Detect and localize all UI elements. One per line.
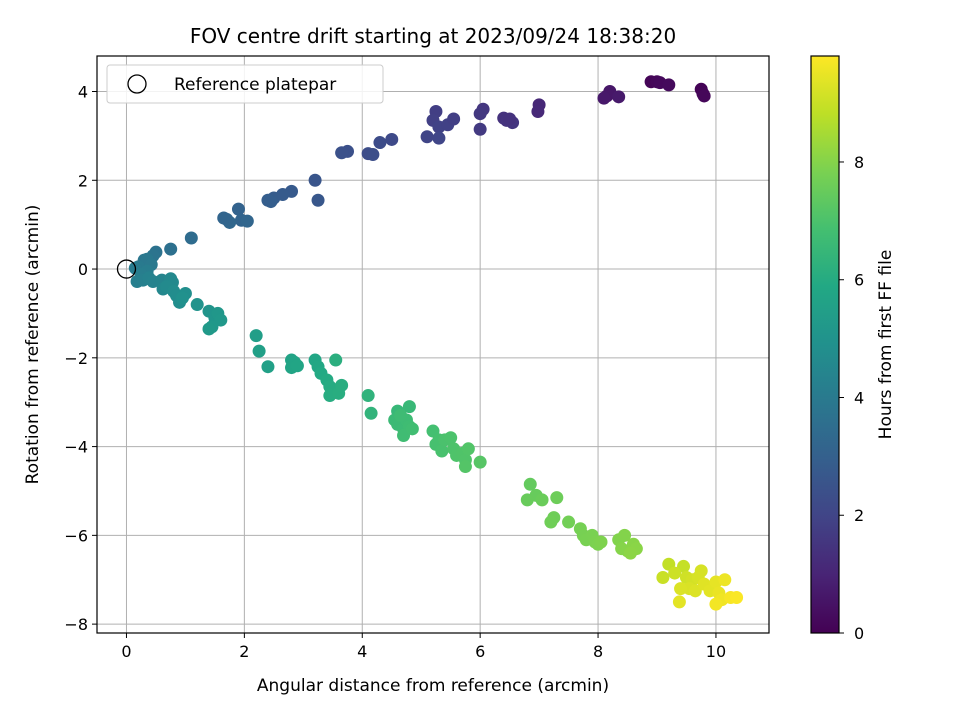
x-axis-label: Angular distance from reference (arcmin) <box>257 676 609 696</box>
y-tick-label: −4 <box>64 438 88 457</box>
data-point <box>420 130 434 144</box>
data-point <box>261 360 275 374</box>
data-point <box>366 148 380 162</box>
data-point <box>308 173 322 187</box>
y-tick-label: −8 <box>64 615 88 634</box>
data-point <box>730 590 744 604</box>
data-point <box>677 559 691 573</box>
data-point <box>672 595 686 609</box>
data-point <box>447 112 461 126</box>
data-point <box>550 491 564 505</box>
data-point <box>718 573 732 587</box>
data-point <box>231 202 245 216</box>
data-point <box>535 493 549 507</box>
data-point <box>623 546 637 560</box>
colorbar-tick-label: 8 <box>854 153 864 172</box>
data-point <box>544 515 558 529</box>
data-point <box>697 89 711 103</box>
colorbar-ticks: 0 2 4 6 8 <box>839 153 864 643</box>
data-point <box>656 571 670 585</box>
data-point <box>503 112 517 126</box>
data-point <box>329 353 343 367</box>
x-tick-label: 8 <box>593 642 603 661</box>
data-point <box>385 132 399 146</box>
data-point <box>394 409 408 423</box>
data-point <box>562 515 576 529</box>
data-point <box>335 378 349 392</box>
data-point <box>688 584 702 598</box>
x-tick-label: 6 <box>475 642 485 661</box>
data-point <box>202 322 216 336</box>
data-point <box>473 122 487 136</box>
legend-box <box>106 64 384 104</box>
colorbar-tick-label: 0 <box>854 624 864 643</box>
data-point <box>444 431 458 445</box>
data-point <box>164 242 178 256</box>
data-point <box>435 444 449 458</box>
data-point <box>290 359 304 373</box>
data-point <box>432 131 446 145</box>
data-point <box>335 146 349 160</box>
data-point <box>184 231 198 245</box>
data-point <box>364 406 378 420</box>
colorbar-tick-label: 6 <box>854 271 864 290</box>
data-point <box>674 582 688 596</box>
data-point <box>311 193 325 207</box>
data-point <box>531 104 545 118</box>
data-point <box>520 493 534 507</box>
y-tick-label: 2 <box>78 171 88 190</box>
colorbar-tick-label: 4 <box>854 388 864 407</box>
data-point <box>597 91 611 105</box>
data-point <box>458 460 472 474</box>
x-tick-label: 0 <box>121 642 131 661</box>
colorbar <box>810 55 840 634</box>
data-point <box>405 422 419 436</box>
data-point <box>261 193 275 207</box>
colorbar-tick-label: 2 <box>854 506 864 525</box>
scatter-points <box>128 75 744 611</box>
data-point <box>402 400 416 414</box>
data-point <box>612 90 626 104</box>
data-point <box>668 566 682 580</box>
axes-frame <box>96 55 770 634</box>
y-tick-label: −6 <box>64 526 88 545</box>
x-axis-ticks: 0 2 4 6 8 10 <box>121 633 726 661</box>
x-tick-label: 4 <box>357 642 367 661</box>
data-point <box>594 535 608 549</box>
data-point <box>373 136 387 150</box>
legend: Reference platepar <box>106 64 384 104</box>
colorbar-label: Hours from first FF file <box>876 250 896 440</box>
x-tick-label: 2 <box>239 642 249 661</box>
data-point <box>190 298 204 312</box>
data-point <box>473 455 487 469</box>
y-tick-label: 0 <box>78 260 88 279</box>
y-tick-label: 4 <box>78 83 88 102</box>
legend-entry-label: Reference platepar <box>174 75 336 95</box>
data-point <box>473 107 487 121</box>
data-point <box>523 477 537 491</box>
x-tick-label: 10 <box>706 642 726 661</box>
data-point <box>397 428 411 442</box>
data-point <box>175 291 189 305</box>
y-axis-ticks: −8 −6 −4 −2 0 2 4 <box>64 83 97 634</box>
data-point <box>249 329 263 343</box>
data-point <box>240 214 254 228</box>
legend-reference-marker <box>127 74 147 94</box>
data-point <box>461 442 475 456</box>
data-point <box>217 211 231 225</box>
data-point <box>709 597 723 611</box>
data-point <box>361 389 375 403</box>
data-point <box>252 344 266 358</box>
data-point <box>618 528 632 542</box>
y-axis-label: Rotation from reference (arcmin) <box>23 205 43 485</box>
chart-title: FOV centre drift starting at 2023/09/24 … <box>190 24 676 48</box>
data-point <box>662 78 676 92</box>
y-tick-label: −2 <box>64 349 88 368</box>
data-point <box>214 313 228 327</box>
reference-platepar-marker <box>116 259 137 279</box>
